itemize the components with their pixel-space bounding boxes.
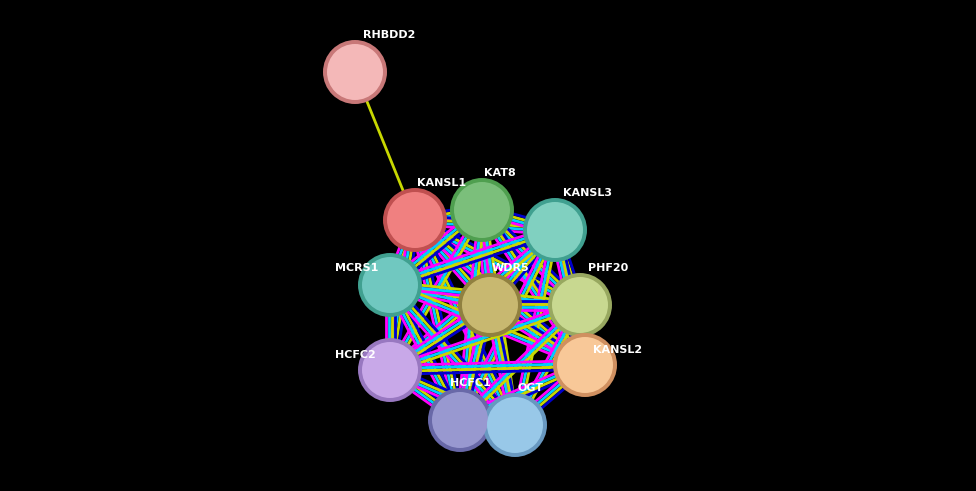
Circle shape: [527, 202, 583, 258]
Text: MCRS1: MCRS1: [335, 263, 379, 273]
Circle shape: [323, 40, 387, 104]
Circle shape: [358, 253, 422, 317]
Circle shape: [327, 44, 383, 100]
Circle shape: [462, 277, 518, 333]
Circle shape: [523, 198, 587, 262]
Circle shape: [552, 277, 608, 333]
Circle shape: [432, 392, 488, 448]
Text: HCFC2: HCFC2: [335, 350, 376, 360]
Text: WDR5: WDR5: [492, 263, 530, 273]
Text: KANSL1: KANSL1: [417, 178, 467, 188]
Circle shape: [362, 342, 418, 398]
Text: RHBDD2: RHBDD2: [363, 30, 416, 40]
Text: PHF20: PHF20: [588, 263, 629, 273]
Text: OGT: OGT: [517, 383, 543, 393]
Text: KANSL2: KANSL2: [593, 345, 642, 355]
Circle shape: [557, 337, 613, 393]
Circle shape: [387, 192, 443, 248]
Circle shape: [487, 397, 543, 453]
Circle shape: [483, 393, 547, 457]
Circle shape: [548, 273, 612, 337]
Circle shape: [362, 257, 418, 313]
Circle shape: [450, 178, 514, 242]
Text: KAT8: KAT8: [484, 168, 515, 178]
Text: HCFC1: HCFC1: [450, 378, 491, 388]
Circle shape: [428, 388, 492, 452]
Circle shape: [553, 333, 617, 397]
Circle shape: [383, 188, 447, 252]
Circle shape: [358, 338, 422, 402]
Text: KANSL3: KANSL3: [563, 188, 612, 198]
Circle shape: [454, 182, 510, 238]
Circle shape: [458, 273, 522, 337]
